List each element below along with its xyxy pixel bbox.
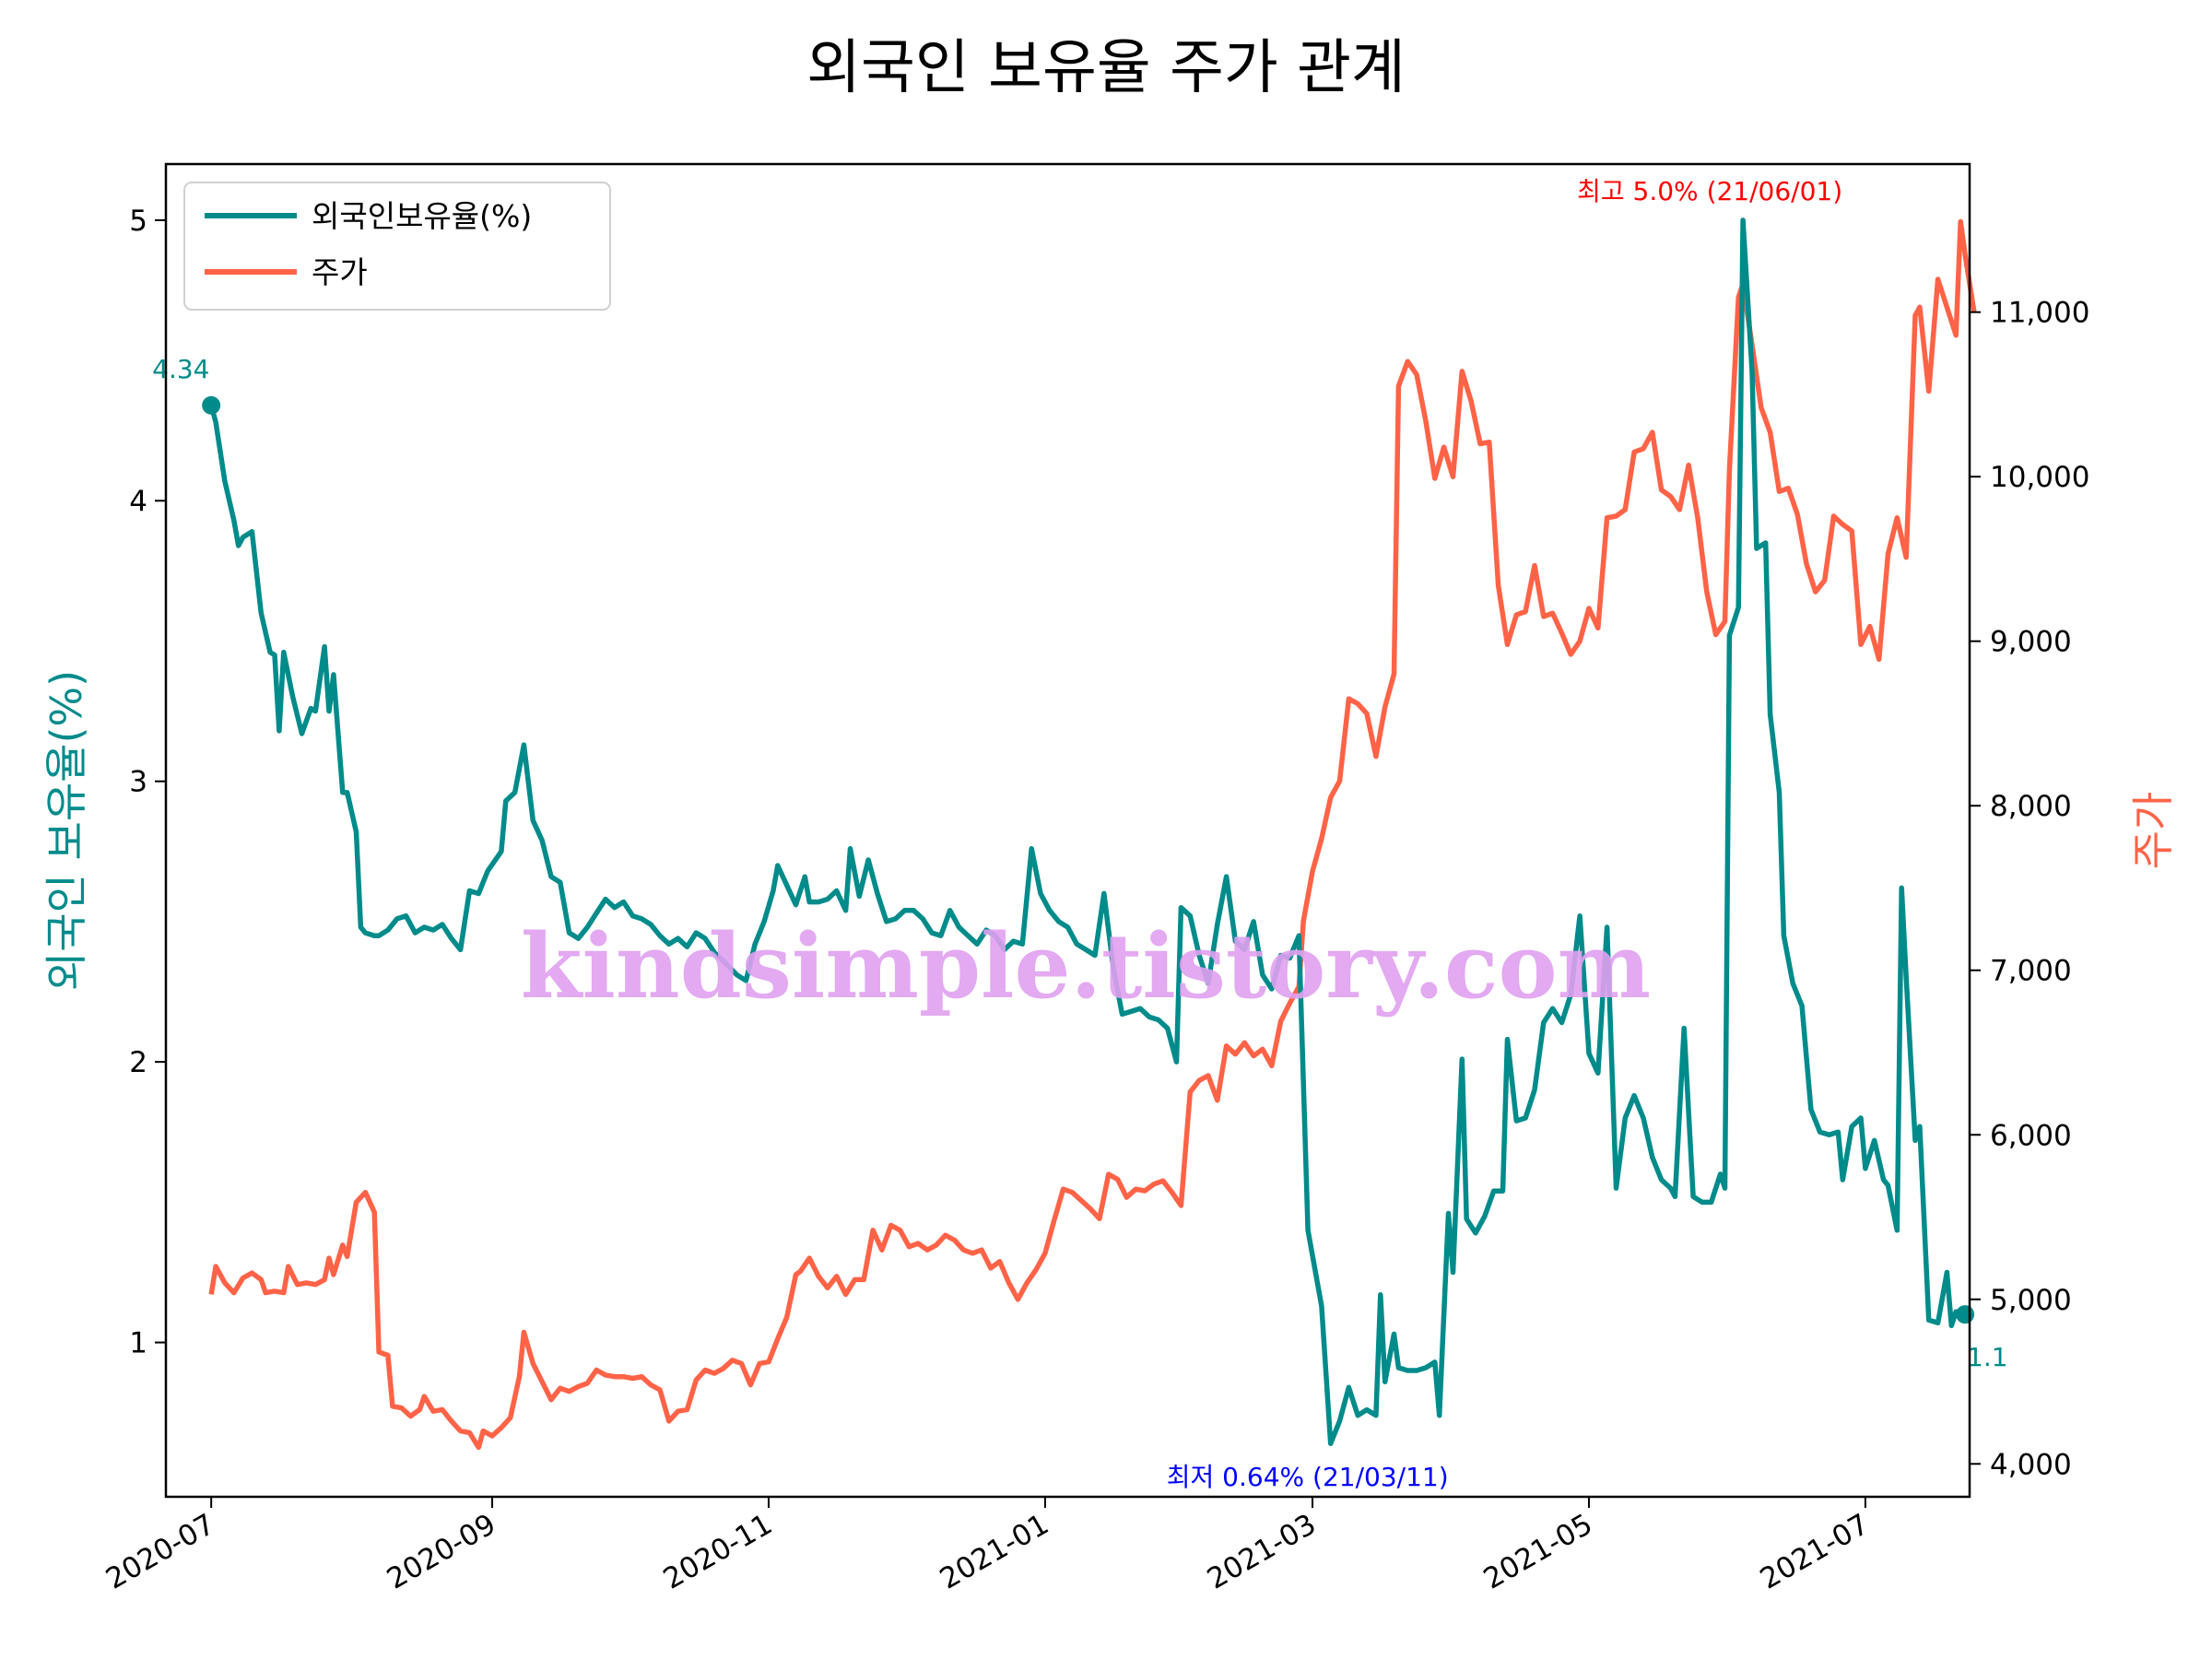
end-value-label: 1.1 <box>1967 1342 2008 1372</box>
y-left-tick-label: 3 <box>129 766 147 799</box>
max-annotation: 최고 5.0% (21/06/01) <box>1577 176 1842 206</box>
y-right-tick-label: 11,000 <box>1990 297 2089 330</box>
y-left-tick-label: 4 <box>129 485 147 518</box>
series-line-foreign-ratio <box>208 218 1966 1446</box>
series-line-stock-price <box>208 218 1977 1451</box>
y-left-tick-label: 1 <box>129 1327 147 1360</box>
y-axis-label-right: 주가 <box>2128 792 2178 870</box>
legend: 외국인보유율(%) 주가 <box>183 182 611 311</box>
legend-label-foreign-ratio: 외국인보유율(%) <box>312 198 532 234</box>
start-point-marker <box>202 395 221 415</box>
y-right-tick-label: 10,000 <box>1990 461 2089 494</box>
watermark: kindsimple.tistory.com <box>521 914 1651 1018</box>
legend-label-stock-price: 주가 <box>312 254 368 290</box>
y-right-tick-label: 5,000 <box>1990 1284 2072 1317</box>
x-tick-label: 2021-03 <box>1202 1508 1322 1596</box>
y-right-tick-label: 9,000 <box>1990 626 2072 659</box>
chart-title: 외국인 보유율 주가 관계 <box>806 34 1406 102</box>
x-tick-label: 2020-11 <box>658 1508 778 1596</box>
start-value-label: 4.34 <box>152 354 209 384</box>
end-point-marker <box>1956 1305 1975 1324</box>
x-tick-label: 2020-09 <box>382 1508 501 1596</box>
x-tick-label: 2021-05 <box>1478 1508 1598 1596</box>
x-tick-label: 2020-07 <box>100 1508 220 1596</box>
x-tick-label: 2021-07 <box>1755 1508 1875 1596</box>
y-left-tick-label: 2 <box>129 1046 147 1079</box>
y-left-tick-label: 5 <box>129 205 147 238</box>
plot-area: 4.34 1.1 최고 5.0% (21/06/01) 최저 0.64% (21/03… <box>152 176 2007 1492</box>
min-annotation: 최저 0.64% (21/03/11) <box>1167 1462 1449 1492</box>
y-right-tick-label: 7,000 <box>1990 955 2072 988</box>
y-right-tick-label: 6,000 <box>1990 1119 2072 1152</box>
x-tick-label: 2021-01 <box>935 1508 1054 1596</box>
y-right-tick-label: 8,000 <box>1990 790 2072 823</box>
plot-frame <box>164 162 1971 1499</box>
y-right-tick-label: 4,000 <box>1990 1448 2072 1481</box>
axes: 2020-07 2020-09 2020-11 2021-01 2021-03 2021-… <box>100 205 2089 1596</box>
y-axis-label-left: 외국인 보유율(%) <box>41 670 91 991</box>
